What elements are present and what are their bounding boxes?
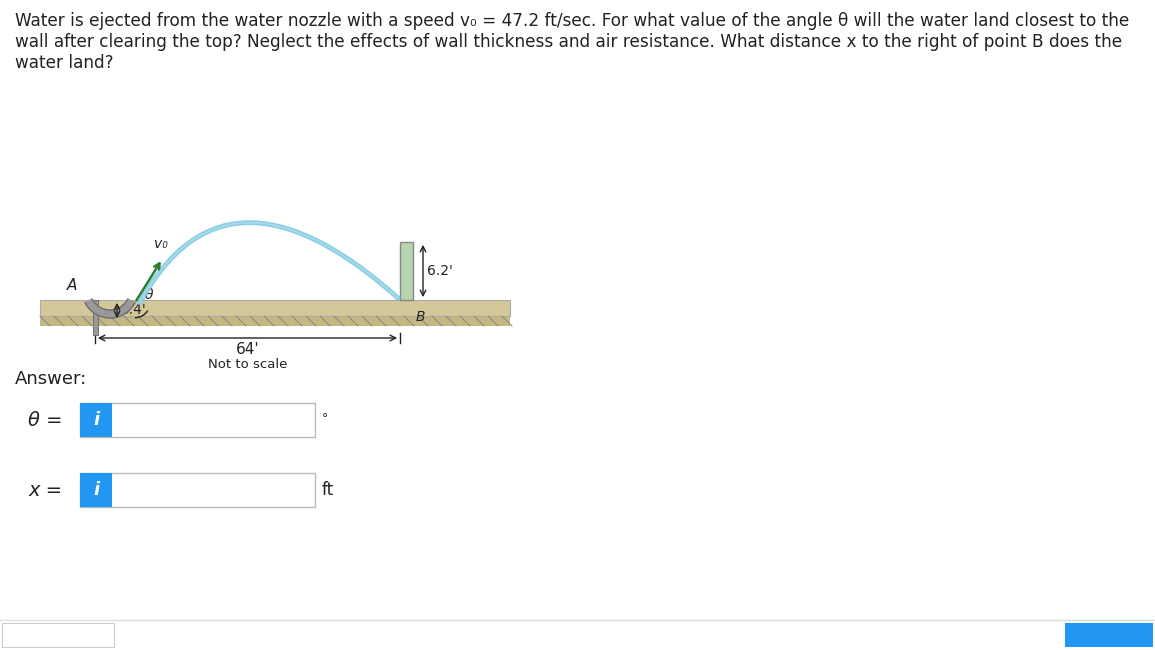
Text: water land?: water land? xyxy=(15,54,113,72)
Bar xyxy=(400,242,413,300)
Bar xyxy=(2,623,114,647)
Text: °: ° xyxy=(322,412,328,425)
Text: i: i xyxy=(92,481,99,499)
Bar xyxy=(80,473,315,507)
Text: A: A xyxy=(67,278,77,292)
Bar xyxy=(80,403,112,437)
Text: 64': 64' xyxy=(236,342,260,357)
Text: Water is ejected from the water nozzle with a speed v₀ = 47.2 ft/sec. For what v: Water is ejected from the water nozzle w… xyxy=(15,12,1130,30)
Text: ft: ft xyxy=(322,481,334,499)
Bar xyxy=(40,300,511,316)
Text: Not to scale: Not to scale xyxy=(208,358,288,371)
Bar xyxy=(40,316,511,326)
Bar xyxy=(80,403,315,437)
Text: θ =: θ = xyxy=(28,411,62,430)
Bar xyxy=(80,473,112,507)
Text: Answer:: Answer: xyxy=(15,370,88,388)
Text: θ: θ xyxy=(144,288,154,302)
Text: i: i xyxy=(92,411,99,429)
Text: wall after clearing the top? Neglect the effects of wall thickness and air resis: wall after clearing the top? Neglect the… xyxy=(15,33,1123,51)
Bar xyxy=(1065,623,1153,647)
Bar xyxy=(94,300,98,335)
Text: 3.4': 3.4' xyxy=(121,304,147,317)
Text: v₀: v₀ xyxy=(154,237,167,251)
Text: x =: x = xyxy=(28,480,62,499)
Text: 6.2': 6.2' xyxy=(427,264,453,278)
Text: B: B xyxy=(416,310,425,324)
Polygon shape xyxy=(85,299,135,318)
